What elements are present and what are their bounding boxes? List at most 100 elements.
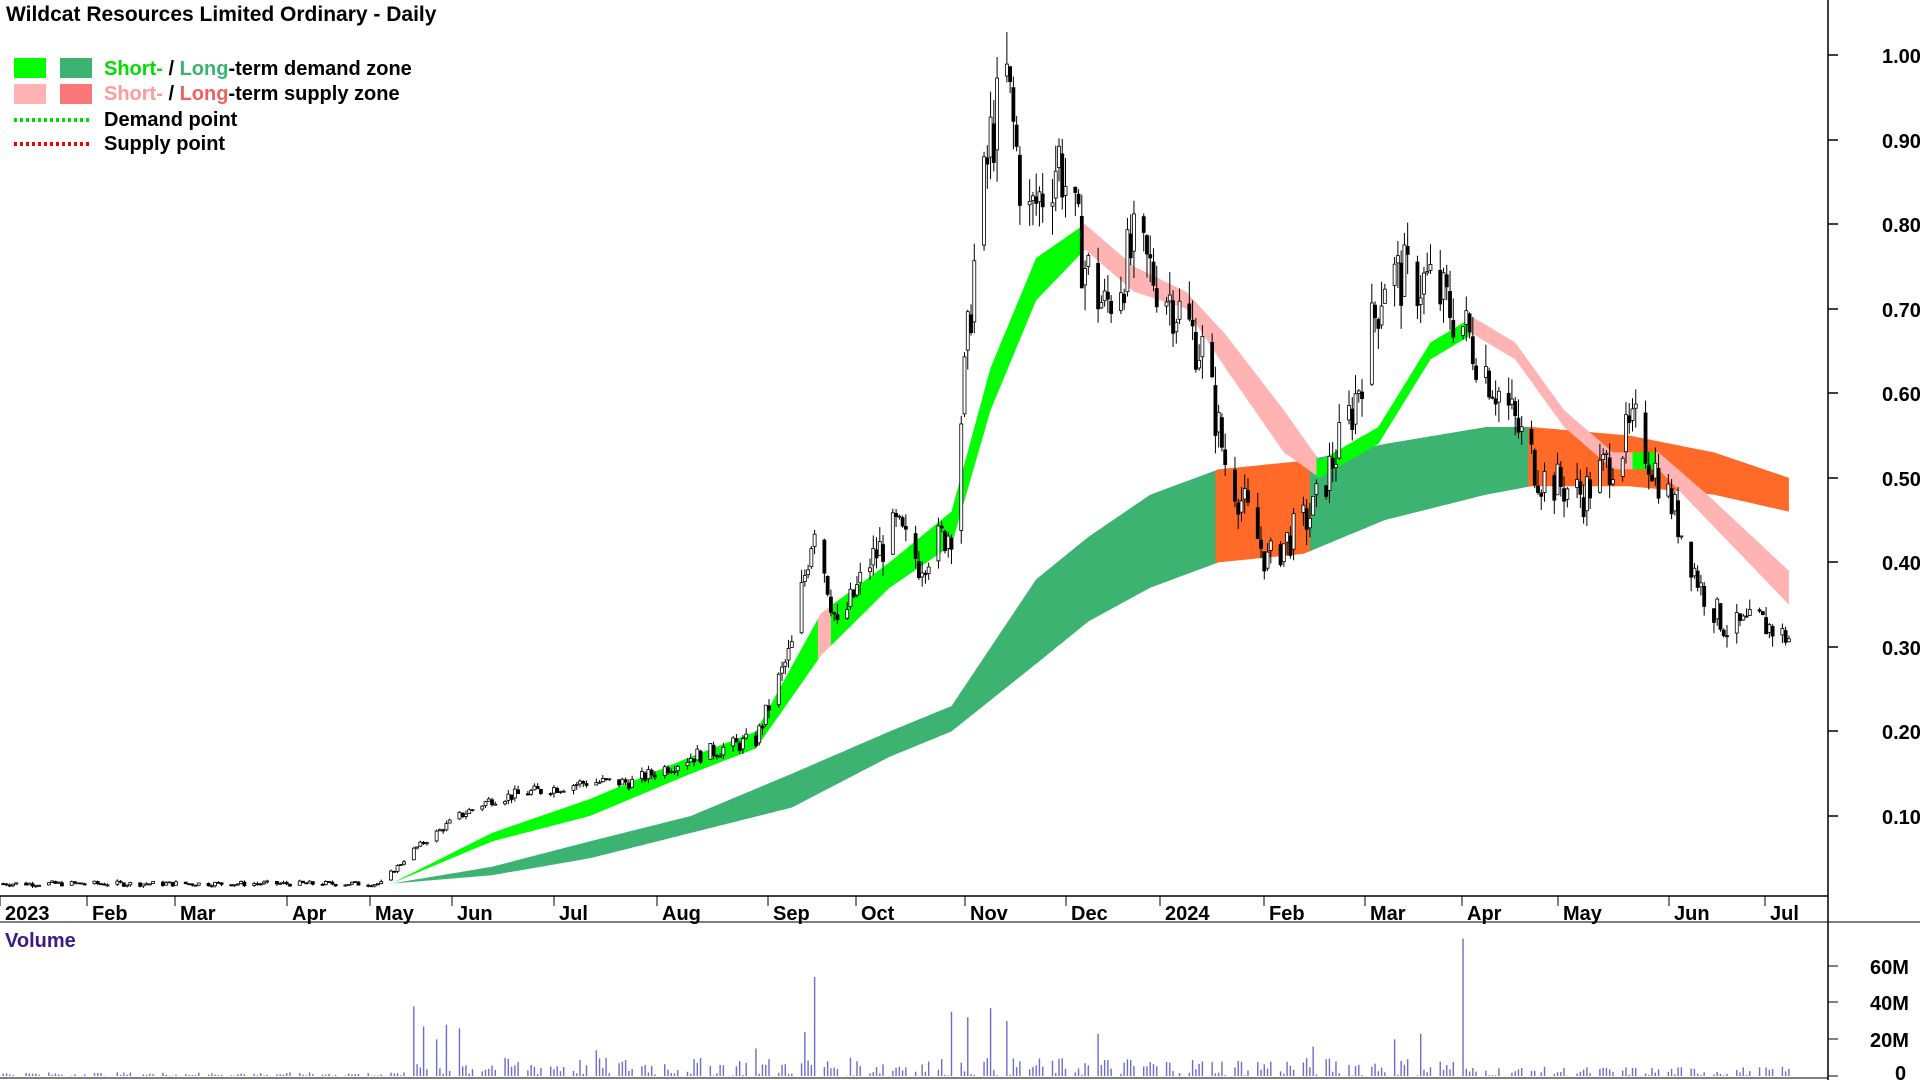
- candle-body: [1712, 608, 1716, 623]
- candle-body: [714, 755, 719, 758]
- candle-body: [1415, 261, 1420, 307]
- price-axis: 1.00 0.90 0.80 0.70 0.60 0.50 0.40 0.30 …: [1828, 46, 1920, 829]
- month-tick: Jun: [451, 896, 493, 925]
- month-tick: Mar: [174, 896, 216, 925]
- candle-body: [115, 880, 120, 885]
- candle-body: [1624, 414, 1628, 453]
- candle-body: [1578, 481, 1583, 495]
- svg-text:0.90: 0.90: [1882, 131, 1920, 153]
- candle-body: [1441, 272, 1446, 300]
- short-term-zone-supply: [1655, 452, 1789, 605]
- candle-body: [1291, 513, 1296, 550]
- candle-body: [190, 883, 195, 886]
- candle-body: [626, 782, 631, 789]
- candle-body: [763, 704, 768, 725]
- candle-body: [946, 535, 951, 549]
- candle-body: [825, 575, 830, 595]
- svg-text:0.40: 0.40: [1882, 553, 1920, 575]
- zone-bands: [391, 224, 1789, 884]
- candle-body: [695, 748, 700, 761]
- candle-body: [421, 841, 426, 845]
- candle-body: [1598, 459, 1602, 493]
- candle-body: [1721, 629, 1726, 636]
- candle-body: [675, 765, 680, 772]
- short-term-zone-demand: [1316, 317, 1473, 478]
- legend-demand-point: Demand point: [104, 109, 238, 131]
- candle-body: [493, 803, 498, 806]
- candle-body: [1096, 263, 1101, 310]
- candle-body: [258, 883, 263, 886]
- candle-body: [4, 883, 9, 886]
- candle-body: [552, 787, 556, 794]
- candle-body: [235, 883, 240, 886]
- candle-body: [757, 725, 762, 744]
- candle-body: [320, 883, 325, 886]
- candle-body: [1060, 153, 1065, 198]
- candle-body: [1360, 391, 1364, 399]
- svg-text:Jun: Jun: [457, 903, 493, 925]
- candle-body: [1174, 322, 1179, 333]
- candle-body: [1193, 331, 1198, 370]
- candle-body: [900, 517, 905, 527]
- price-tick: 0.70: [1828, 300, 1920, 322]
- candle-body: [1236, 502, 1241, 515]
- candle-body: [297, 880, 302, 886]
- candle-body: [1265, 551, 1270, 569]
- candle-body: [447, 819, 452, 824]
- candle-body: [741, 738, 745, 750]
- candle-body: [343, 884, 348, 887]
- price-tick: 0.60: [1828, 384, 1920, 406]
- candle-body: [1506, 392, 1511, 406]
- candle-body: [1, 883, 6, 886]
- candle-body: [1395, 255, 1400, 264]
- price-tick: 0.20: [1828, 722, 1920, 744]
- legend-swatch-long-supply: [60, 84, 92, 104]
- svg-text:Feb: Feb: [1269, 903, 1305, 925]
- candle-body: [809, 548, 814, 568]
- candle-body: [424, 842, 429, 845]
- month-tick: Mar: [1364, 896, 1406, 925]
- candle-body: [366, 884, 371, 887]
- candle-body: [1604, 452, 1609, 455]
- candle-body: [1148, 254, 1153, 259]
- candle-body: [783, 661, 788, 667]
- svg-text:1.00: 1.00: [1882, 46, 1920, 68]
- candle-body: [1536, 485, 1540, 493]
- candle-body: [170, 882, 175, 887]
- month-tick: Sep: [767, 896, 810, 925]
- candle-body: [1285, 532, 1289, 543]
- candle-body: [535, 786, 540, 790]
- candle-body: [1223, 449, 1228, 465]
- month-tick: 2023: [0, 896, 50, 925]
- candle-body: [1483, 366, 1488, 378]
- short-term-zone-supply: [1081, 224, 1320, 478]
- candle-body: [92, 880, 97, 885]
- candle-body: [1288, 535, 1293, 556]
- candle-body: [27, 882, 32, 886]
- candle-body: [897, 515, 902, 518]
- candle-body: [718, 755, 723, 758]
- candle-body: [1242, 488, 1247, 500]
- candle-body: [597, 781, 602, 784]
- month-tick: Jun: [1668, 896, 1710, 925]
- long-term-zone-supply: [1215, 458, 1314, 564]
- candle-body: [744, 733, 749, 739]
- candle-body: [620, 778, 625, 785]
- candle-body: [578, 780, 582, 785]
- candle-body: [1301, 504, 1306, 513]
- candle-body: [151, 881, 156, 884]
- candle-body: [1018, 154, 1022, 206]
- candle-body: [1037, 191, 1042, 203]
- candle-body: [213, 881, 217, 887]
- candle-body: [1011, 87, 1016, 122]
- candle-body: [389, 870, 393, 881]
- candle-body: [1747, 609, 1752, 616]
- candle-body: [926, 566, 931, 575]
- candle-body: [437, 829, 442, 832]
- candle-body: [356, 881, 361, 886]
- candle-body: [561, 790, 566, 793]
- candle-body: [229, 884, 234, 887]
- candle-body: [604, 778, 608, 780]
- candle-body: [1141, 216, 1146, 233]
- candle-body: [920, 572, 925, 578]
